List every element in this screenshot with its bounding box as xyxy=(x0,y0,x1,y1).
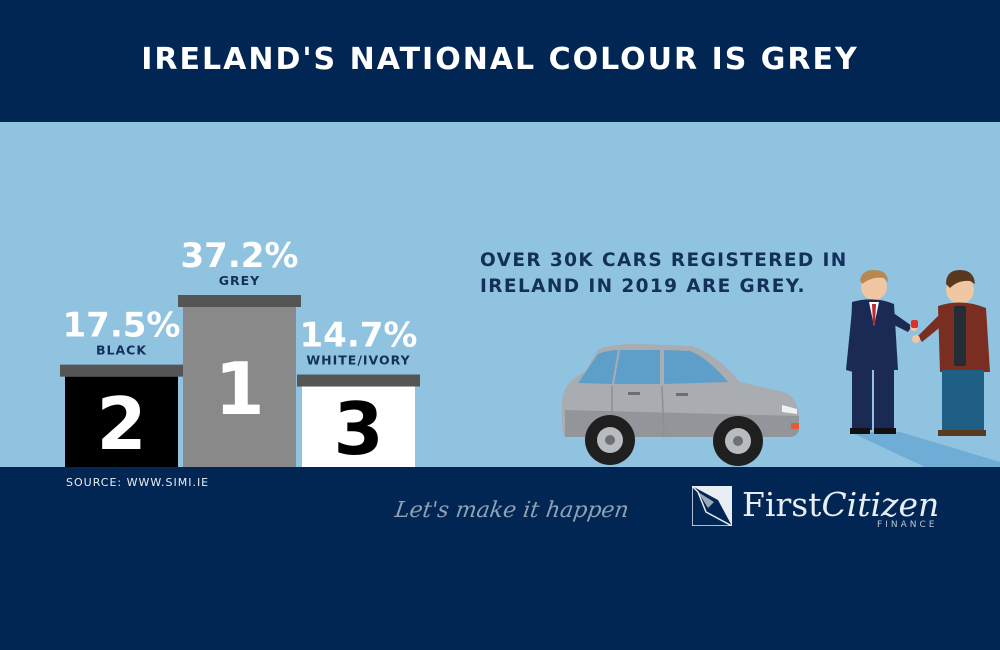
podium-bar-2 xyxy=(183,307,296,467)
salesman-icon xyxy=(846,270,918,434)
brand-name: FirstCitizen xyxy=(742,486,939,524)
podium-rank-2: 1 xyxy=(214,347,264,431)
brand-logo: FirstCitizen FINANCE xyxy=(692,486,962,536)
brand-citizen: Citizen xyxy=(821,485,940,524)
value-label-2: 37.2% xyxy=(181,236,299,276)
podium-cap-2 xyxy=(178,295,301,307)
category-label-2: GREY xyxy=(219,273,260,288)
value-label-3: 14.7% xyxy=(300,316,418,356)
podium-bar-3 xyxy=(302,386,415,467)
podium-rank-3: 3 xyxy=(333,387,383,471)
car-key-icon xyxy=(911,320,918,328)
podium-cap-1 xyxy=(60,364,183,377)
grey-car-icon xyxy=(561,344,799,466)
tagline: Let's make it happen xyxy=(393,498,631,523)
value-label-1: 17.5% xyxy=(63,306,181,346)
podium-cap-3 xyxy=(297,374,420,387)
podium-bar-1 xyxy=(65,376,178,467)
customer-icon xyxy=(912,270,990,436)
stat-line-1: OVER 30K CARS REGISTERED IN xyxy=(480,250,848,271)
category-label-3: WHITE/IVORY xyxy=(306,353,410,368)
brand-finance: FINANCE xyxy=(877,520,938,530)
page-title: IRELAND'S NATIONAL COLOUR IS GREY xyxy=(141,42,859,77)
source-note: SOURCE: WWW.SIMI.IE xyxy=(66,476,210,489)
podium-rank-1: 2 xyxy=(96,382,146,466)
first-citizen-logo-icon xyxy=(692,486,732,526)
stat-callout: OVER 30K CARS REGISTERED IN IRELAND IN 2… xyxy=(480,248,880,300)
category-label-1: BLACK xyxy=(96,343,147,358)
stat-line-2: IRELAND IN 2019 ARE GREY. xyxy=(480,276,806,297)
brand-first: First xyxy=(742,485,822,524)
